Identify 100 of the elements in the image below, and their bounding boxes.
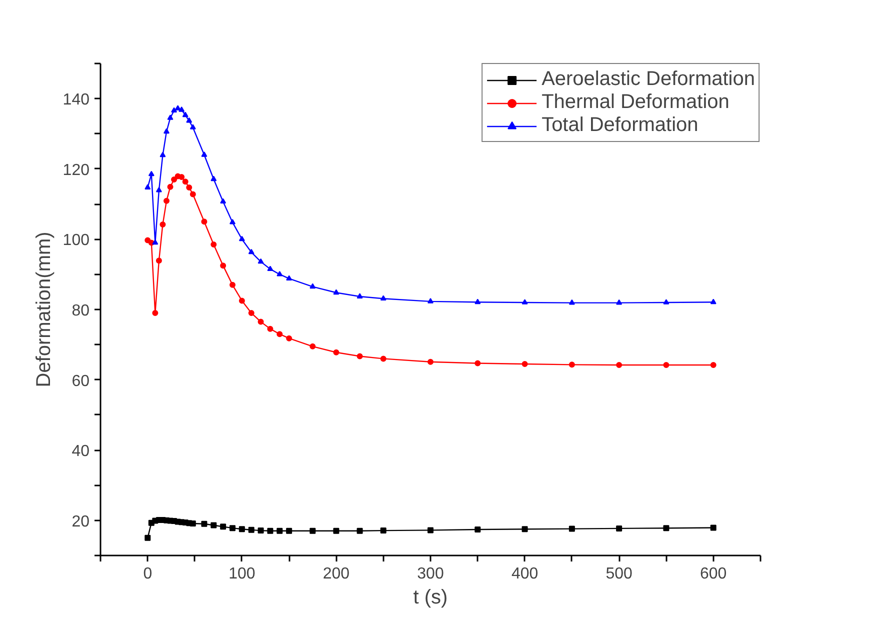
point: [310, 283, 316, 289]
x-tick-label: 200: [322, 566, 350, 582]
point: [474, 526, 481, 532]
legend-label: Total Deformation: [542, 114, 698, 137]
point: [201, 520, 208, 527]
point: [171, 176, 178, 182]
point: [238, 236, 245, 242]
point: [156, 186, 162, 192]
point: [190, 520, 196, 527]
point: [164, 128, 170, 134]
point: [238, 526, 245, 532]
point: [258, 528, 264, 534]
point: [164, 198, 170, 204]
point: [182, 178, 188, 185]
point: [380, 295, 386, 301]
x-tick-label: 600: [700, 566, 727, 582]
point: [616, 299, 622, 305]
legend-label: Aeroelastic Deformation: [542, 68, 755, 91]
point: [160, 221, 166, 228]
point: [201, 218, 208, 225]
x-tick-label: 400: [511, 566, 538, 582]
y-tick-label: 120: [62, 162, 90, 179]
y-tick-label: 40: [72, 443, 90, 460]
point: [356, 293, 363, 298]
point: [663, 525, 670, 532]
point: [276, 331, 283, 338]
point: [380, 356, 386, 362]
point: [568, 362, 575, 368]
point: [380, 528, 386, 534]
point: [474, 360, 481, 366]
point: [258, 258, 264, 264]
point: [248, 310, 254, 316]
point: [238, 298, 245, 304]
point: [568, 526, 575, 532]
y-axis-title: Deformation(mm): [32, 232, 55, 388]
point: [333, 289, 340, 295]
point: [210, 176, 217, 182]
point: [310, 343, 316, 350]
point: [248, 248, 254, 254]
point: [258, 318, 264, 325]
point: [167, 114, 174, 120]
point: [152, 310, 158, 316]
point: [220, 524, 226, 530]
point: [160, 152, 166, 158]
point: [220, 198, 226, 204]
point: [522, 360, 528, 367]
point: [167, 184, 174, 190]
point: [568, 299, 575, 305]
point: [230, 282, 236, 288]
point: [663, 299, 670, 304]
point: [428, 298, 434, 304]
y-tick-label: 60: [72, 372, 90, 390]
point: [210, 241, 217, 248]
point: [710, 362, 716, 368]
point: [201, 151, 208, 157]
y-tick-label: 20: [72, 513, 90, 530]
point: [267, 266, 274, 272]
x-tick-label: 100: [228, 566, 256, 582]
point: [248, 526, 254, 533]
point: [428, 527, 434, 534]
point: [616, 362, 622, 368]
point: [267, 528, 274, 534]
point: [522, 526, 528, 532]
point: [186, 117, 192, 123]
point: [333, 349, 340, 356]
point: [333, 528, 340, 534]
point: [230, 525, 236, 532]
x-axis-title: t (s): [413, 586, 448, 608]
point: [220, 262, 226, 269]
point: [310, 528, 316, 534]
point: [286, 528, 292, 534]
point: [428, 358, 434, 365]
y-tick-label: 80: [72, 302, 90, 320]
x-tick-label: 500: [606, 566, 633, 582]
point: [144, 184, 151, 190]
point: [276, 528, 283, 534]
point: [178, 106, 185, 112]
point: [178, 174, 185, 180]
point: [356, 528, 363, 534]
point: [230, 218, 236, 224]
point: [171, 107, 178, 113]
legend-label: Thermal Deformation: [542, 91, 730, 114]
y-tick-label: 100: [62, 232, 90, 250]
point: [616, 525, 622, 532]
point: [190, 124, 196, 130]
x-tick-label: 300: [417, 566, 444, 582]
point: [474, 298, 481, 304]
point: [710, 524, 716, 531]
point: [144, 534, 151, 541]
point: [522, 299, 528, 304]
point: [276, 270, 283, 276]
point: [356, 353, 363, 360]
point: [156, 258, 162, 264]
point: [186, 184, 192, 191]
point: [182, 112, 188, 118]
x-tick-label: 0: [143, 566, 152, 582]
point: [286, 275, 292, 281]
point: [286, 335, 292, 342]
point: [210, 522, 217, 528]
point: [267, 326, 274, 332]
